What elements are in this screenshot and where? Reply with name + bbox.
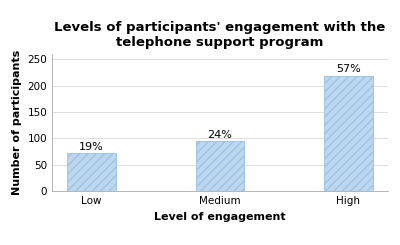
X-axis label: Level of engagement: Level of engagement <box>154 211 286 221</box>
Title: Levels of participants' engagement with the
telephone support program: Levels of participants' engagement with … <box>54 21 386 49</box>
Bar <box>67 153 116 191</box>
Text: 24%: 24% <box>208 130 232 140</box>
Bar <box>324 76 373 191</box>
Text: 19%: 19% <box>79 142 104 151</box>
Text: 57%: 57% <box>336 64 361 74</box>
Bar <box>196 142 244 191</box>
Y-axis label: Number of participants: Number of participants <box>12 50 22 195</box>
